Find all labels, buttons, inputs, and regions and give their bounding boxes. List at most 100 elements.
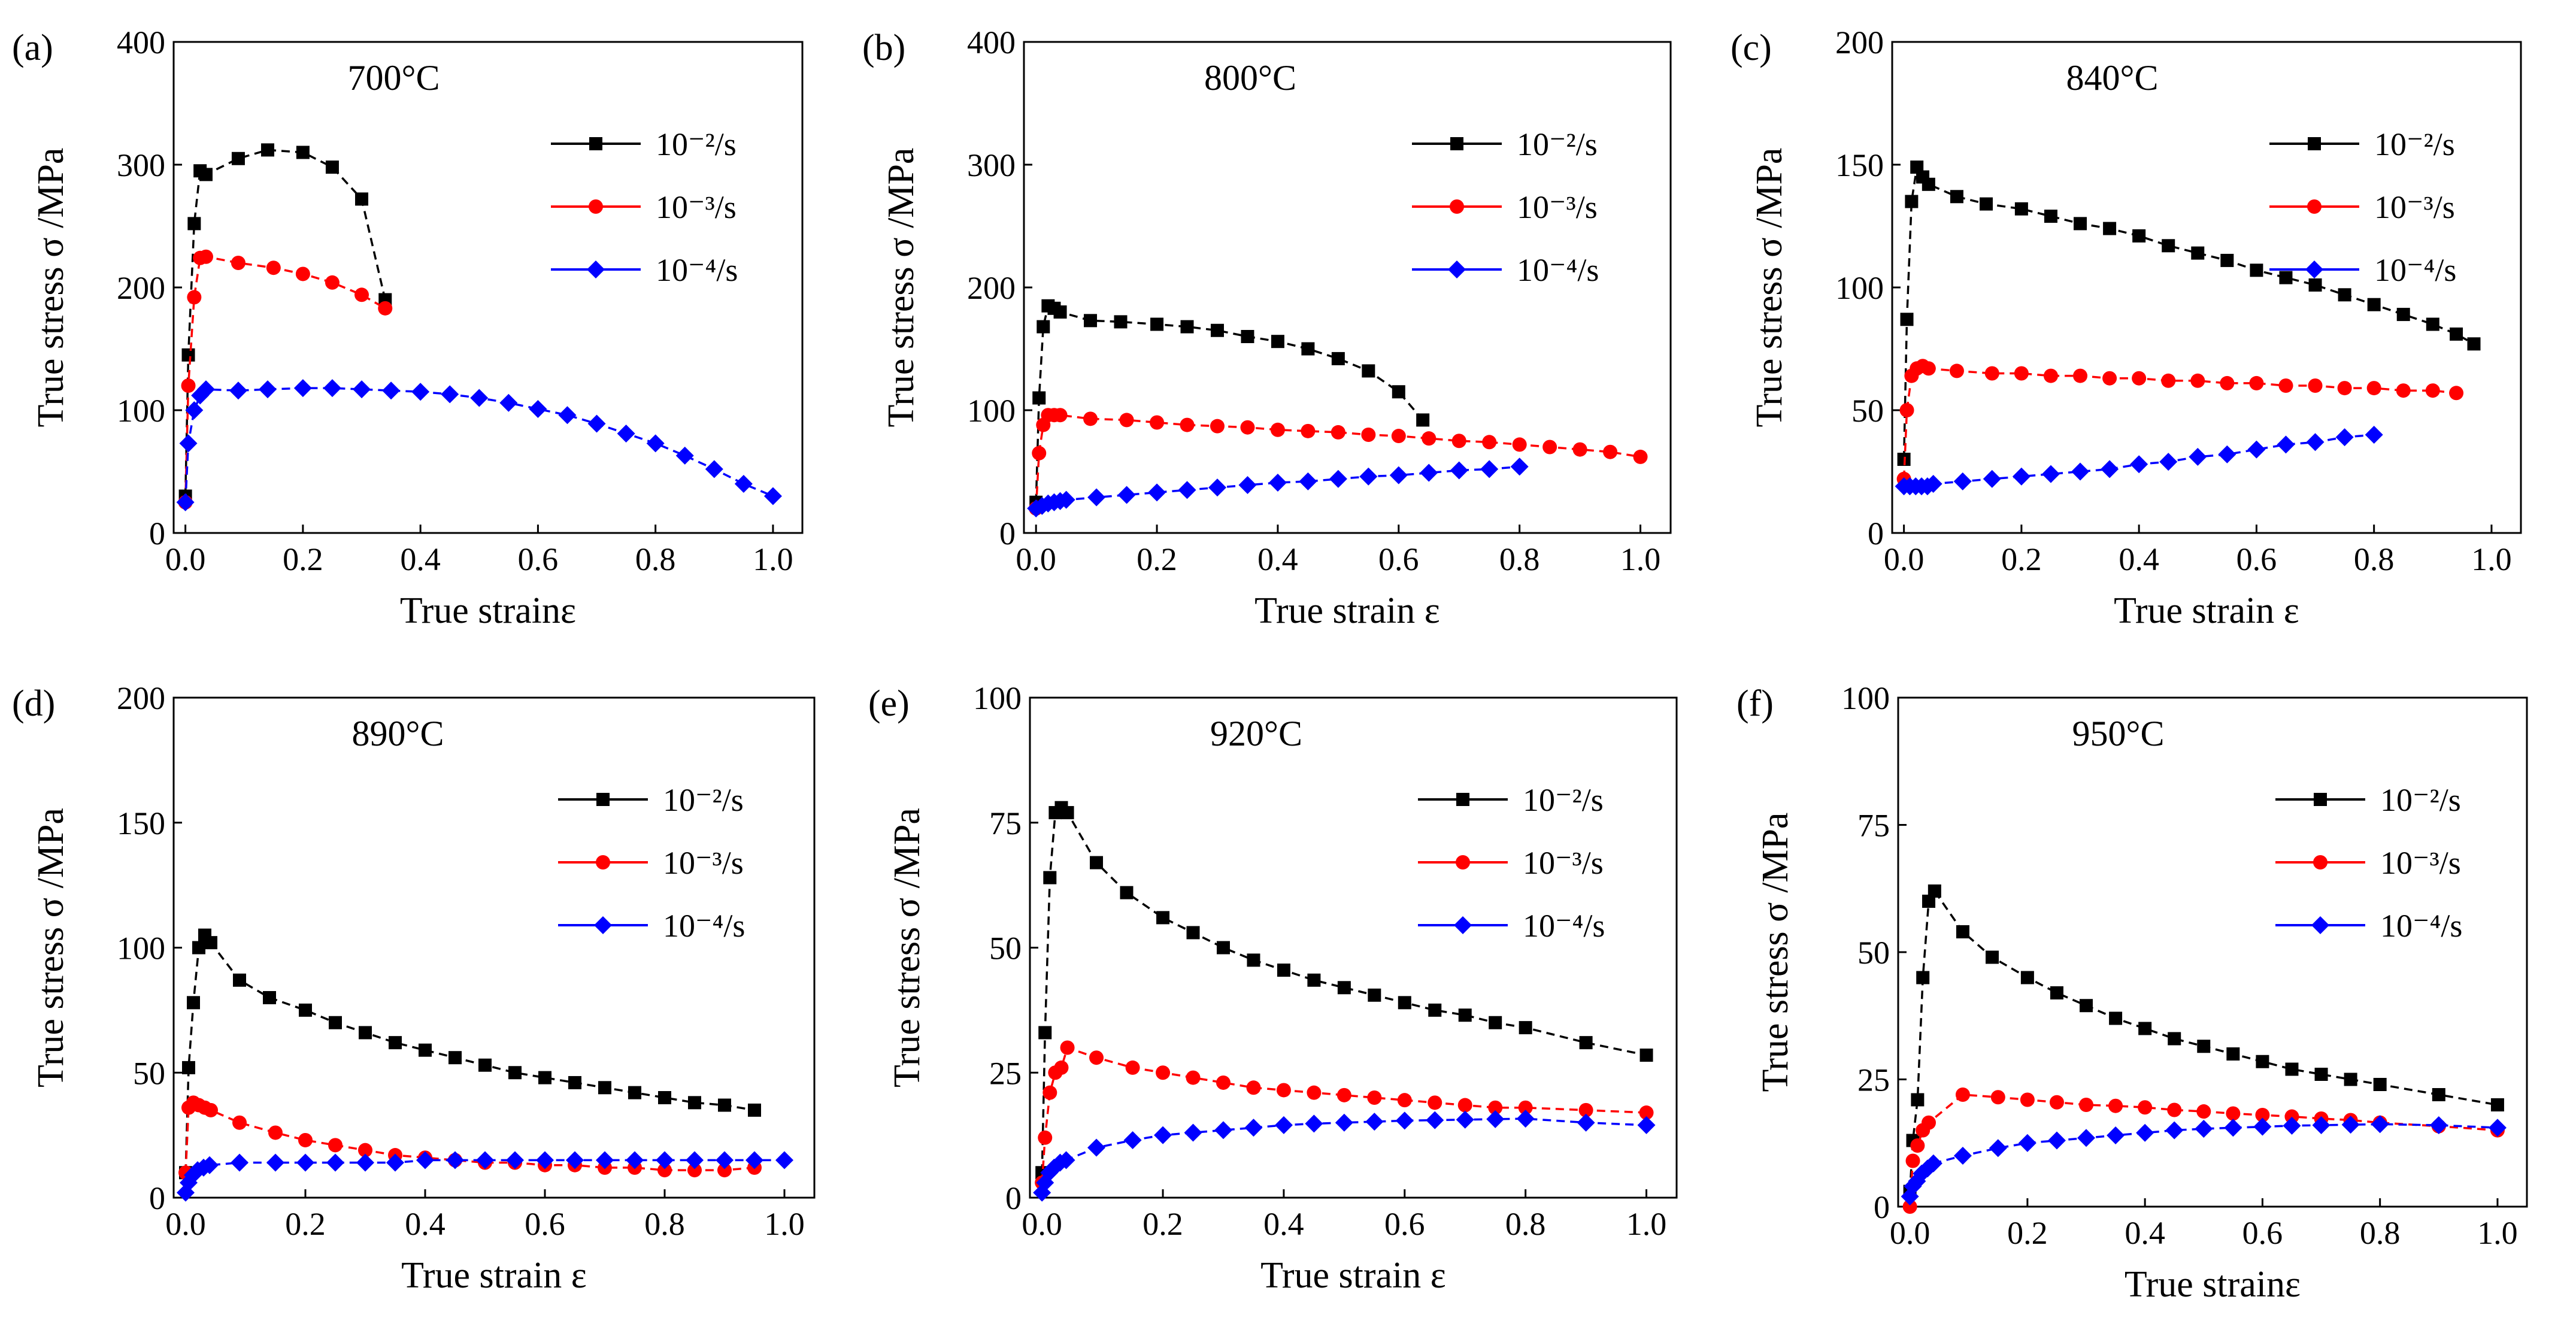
- panel-e-data-point: [1090, 856, 1104, 870]
- panel-b-data-point: [1271, 335, 1284, 349]
- panel-c-data-point: [2449, 386, 2464, 401]
- panel-b-legend-label: 10⁻⁴/s: [1517, 252, 1599, 288]
- panel-a-y-tick-label: 100: [117, 393, 165, 429]
- panel-c-data-point: [2073, 368, 2088, 383]
- panel-d-y-tick-label: 200: [117, 680, 165, 716]
- panel-c-legend-label: 10⁻²/s: [2374, 126, 2455, 162]
- panel-e-data-point: [1087, 1138, 1106, 1157]
- panel-c-legend-marker: [2308, 137, 2321, 150]
- panel-f-data-point: [2108, 1098, 2123, 1113]
- panel-d-letter: (d): [12, 683, 55, 724]
- panel-c-data-point: [2367, 298, 2381, 311]
- panel-d-data-point: [476, 1151, 494, 1170]
- panel-e-y-tick-label: 0: [1005, 1180, 1022, 1216]
- panel-c-data-point: [1924, 475, 1942, 493]
- panel-c-data-point: [2249, 375, 2264, 390]
- panel-f-data-point: [2020, 1092, 2035, 1107]
- panel-f-data-point: [1953, 1147, 1972, 1165]
- panel-e-data-point: [1277, 964, 1290, 977]
- panel-f-data-point: [2165, 1121, 2184, 1140]
- panel-a-data-point: [231, 152, 245, 165]
- panel-d-data-point: [658, 1091, 671, 1104]
- panel-b-data-point: [1301, 423, 1316, 438]
- panel-e-data-point: [1428, 1003, 1442, 1017]
- panel-a-data-point: [558, 406, 577, 425]
- panel-f-data-point: [1956, 925, 1969, 938]
- panel-b-data-point: [1633, 449, 1648, 464]
- panel-e-data-point: [1274, 1116, 1293, 1134]
- panel-c-data-point: [2308, 378, 2323, 393]
- panel-a-data-point: [185, 401, 204, 419]
- panel-d-data-point: [204, 1102, 218, 1117]
- panel-f-legend-label: 10⁻³/s: [2380, 845, 2461, 881]
- panel-e-y-tick-label: 100: [973, 680, 1022, 716]
- panel-a-data-point: [293, 379, 312, 398]
- panel-a-data-point: [705, 460, 723, 478]
- panel-f-data-point: [1990, 1090, 2005, 1105]
- panel-d-data-point: [657, 1163, 672, 1178]
- panel-d-data-point: [596, 1151, 614, 1170]
- panel-e-data-point: [1518, 1100, 1533, 1115]
- panel-a-data-point: [181, 348, 195, 362]
- panel-e-data-point: [1486, 1110, 1505, 1128]
- panel-e-data-point: [1397, 1093, 1412, 1108]
- panel-d-data-point: [204, 936, 217, 950]
- panel-f-data-point: [2167, 1102, 2182, 1117]
- panel-b-data-point: [1208, 478, 1226, 497]
- panel-d-x-tick-label: 0.8: [644, 1206, 685, 1242]
- panel-c-data-point: [2308, 278, 2322, 292]
- panel-c-data-point: [2250, 263, 2263, 277]
- panel-e-data-point: [1489, 1016, 1502, 1029]
- panel-e-data-point: [1214, 1121, 1232, 1140]
- panel-e-data-point: [1365, 1113, 1384, 1131]
- panel-d-data-point: [389, 1036, 402, 1050]
- panel-b-data-point: [1480, 460, 1499, 478]
- panel-f-data-point: [1922, 1115, 1936, 1130]
- panel-d-data-point: [745, 1151, 763, 1170]
- panel-e-data-point: [1337, 981, 1351, 995]
- panel-b-data-point: [1032, 391, 1046, 405]
- panel-b-data-point: [1329, 469, 1347, 488]
- panel-e-y-tick-label: 25: [989, 1055, 1022, 1091]
- panel-b-x-tick-label: 0.0: [1016, 541, 1056, 577]
- panel-b-data-point: [1270, 422, 1285, 437]
- panel-c-data-point: [2162, 239, 2175, 253]
- panel-b-data-point: [1331, 425, 1345, 440]
- panel-a-data-point: [529, 399, 547, 418]
- panel-e-data-point: [1154, 1126, 1172, 1144]
- panel-e-legend-marker: [1456, 793, 1469, 806]
- panel-b-data-point: [1037, 320, 1050, 334]
- panel-e-data-point: [1456, 1110, 1474, 1129]
- panel-c-data-point: [2041, 465, 2060, 483]
- panel-f-legend-label: 10⁻⁴/s: [2380, 908, 2462, 944]
- panel-c-data-point: [2132, 371, 2147, 386]
- panel-e-data-point: [1307, 973, 1321, 987]
- panel-e-data-point: [1307, 1085, 1322, 1100]
- panel-a-title: 700°C: [347, 58, 440, 98]
- panel-d-legend-label: 10⁻⁴/s: [663, 908, 745, 944]
- panel-c-data-point: [1921, 361, 1936, 376]
- panel-c-data-point: [2103, 222, 2117, 235]
- panel-e-data-point: [1637, 1116, 1656, 1134]
- panel-d-x-axis-title: True strain ε: [401, 1255, 587, 1296]
- panel-c-data-point: [1984, 366, 1999, 381]
- panel-f-data-point: [1910, 1138, 1925, 1153]
- panel-a-data-point: [187, 217, 201, 231]
- panel-c-data-point: [1950, 190, 1963, 204]
- panel-d-data-point: [386, 1153, 404, 1172]
- panel-f-legend-marker: [2314, 793, 2327, 806]
- panel-e-x-axis-title: True strain ε: [1260, 1255, 1446, 1296]
- panel-e-data-point: [1335, 1113, 1353, 1132]
- panel-c-data-point: [2306, 433, 2325, 452]
- panel-c-data-point: [2101, 460, 2119, 478]
- panel-a-data-point: [354, 287, 369, 302]
- panel-e-data-point: [1458, 1008, 1472, 1022]
- panel-b-data-point: [1210, 419, 1225, 434]
- panel-a-data-point: [266, 260, 281, 275]
- panel-f-data-point: [2049, 1095, 2064, 1110]
- panel-c-y-tick-label: 100: [1835, 270, 1884, 306]
- panel-c-data-point: [2191, 246, 2205, 260]
- panel-b-data-point: [1362, 364, 1375, 378]
- panel-a-x-tick-label: 0.8: [635, 541, 676, 577]
